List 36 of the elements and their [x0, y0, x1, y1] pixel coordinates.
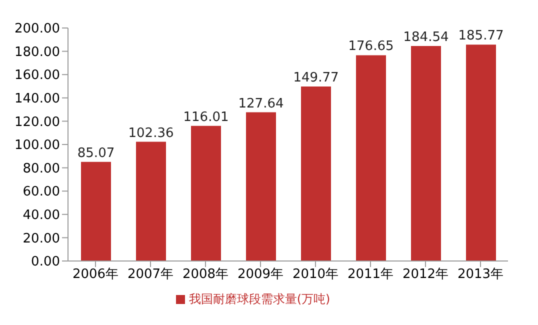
data-label: 85.07	[77, 146, 115, 161]
y-tick-label: 140.00	[14, 92, 60, 107]
x-tick-label: 2010年	[292, 267, 339, 282]
data-label: 102.36	[128, 126, 174, 141]
y-tick-label: 100.00	[14, 138, 60, 154]
bar	[466, 44, 496, 261]
y-tick-label: 120.00	[14, 114, 60, 130]
bar	[81, 162, 111, 261]
y-tick-label: 0.00	[31, 254, 60, 270]
x-tick-label: 2008年	[182, 267, 229, 282]
bar	[191, 126, 221, 261]
x-tick-label: 2013年	[457, 267, 504, 282]
y-tick-label: 20.00	[22, 231, 60, 246]
y-tick-label: 60.00	[22, 184, 60, 200]
data-label: 149.77	[293, 70, 339, 86]
y-tick-label: 200.00	[14, 22, 60, 37]
y-tick-label: 160.00	[14, 68, 60, 84]
data-label: 176.65	[348, 39, 394, 54]
x-tick-label: 2006年	[72, 267, 119, 282]
x-tick-label: 2011年	[347, 267, 394, 282]
x-tick-label: 2012年	[402, 267, 449, 282]
y-tick-label: 180.00	[14, 44, 60, 60]
legend-label: 我国耐磨球段需求量(万吨)	[188, 292, 330, 306]
x-tick-label: 2007年	[127, 267, 174, 282]
bar	[411, 46, 441, 261]
bar	[136, 142, 166, 261]
data-label: 127.64	[238, 96, 284, 112]
bar	[246, 112, 276, 261]
data-label: 185.77	[458, 28, 504, 44]
data-label: 184.54	[403, 30, 449, 46]
y-tick-label: 80.00	[22, 161, 60, 176]
bar	[356, 55, 386, 261]
data-label: 116.01	[183, 110, 229, 125]
y-tick-label: 40.00	[22, 208, 60, 224]
x-tick-label: 2009年	[237, 267, 284, 282]
bar	[301, 86, 331, 261]
